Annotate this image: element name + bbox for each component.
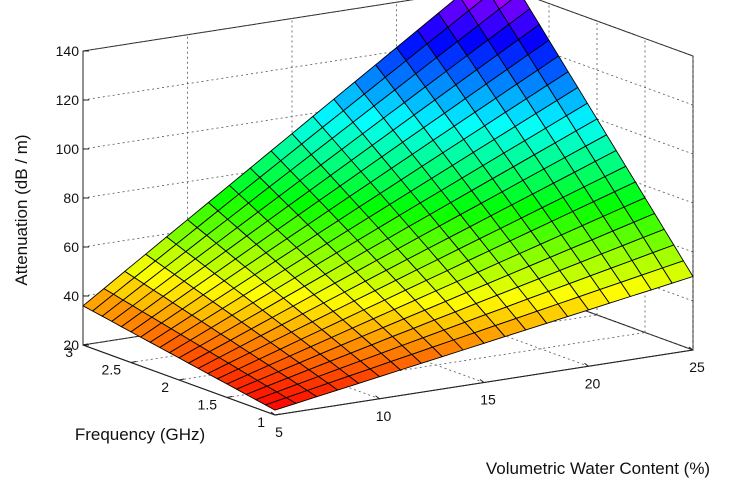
x-tick-mark (270, 411, 276, 416)
x-tick-label: 20 (585, 375, 601, 391)
z-tick-label: 60 (63, 239, 79, 255)
surface-patch (264, 397, 297, 411)
z-axis-label: Attenuation (dB / m) (12, 134, 31, 285)
z-tick-label: 120 (56, 92, 80, 108)
tick-labels: 20 40 60 80 100 120 140 5 10 15 20 25 1 1.5 2 2.5 3 (56, 43, 705, 440)
x-tick-mark (584, 362, 589, 367)
x-tick-mark (375, 395, 380, 400)
y-tick-mark (226, 396, 233, 398)
y-tick-label: 2 (161, 379, 169, 395)
x-tick-mark (479, 379, 485, 383)
y-tick-label: 2.5 (102, 362, 122, 378)
z-tick-label: 100 (56, 141, 80, 157)
x-tick-label: 5 (275, 424, 283, 440)
x-tick-label: 10 (376, 408, 392, 424)
x-axis-label: Volumetric Water Content (%) (486, 459, 710, 478)
z-tick-label: 20 (63, 337, 79, 353)
y-tick-mark (82, 343, 89, 346)
gridline-z (82, 0, 414, 52)
z-tick-label: 140 (56, 43, 80, 59)
y-tick-mark (178, 378, 185, 381)
z-tick-label: 80 (63, 190, 79, 206)
y-tick-label: 3 (65, 344, 73, 360)
x-tick-label: 15 (480, 392, 496, 408)
x-tick-mark (688, 346, 694, 351)
z-tick-label: 40 (63, 288, 79, 304)
x-tick-label: 25 (689, 359, 705, 375)
y-tick-mark (130, 361, 137, 363)
y-axis-label: Frequency (GHz) (75, 425, 205, 444)
y-tick-label: 1.5 (198, 397, 218, 413)
surface-mesh (82, 0, 694, 411)
y-tick-mark (274, 413, 281, 416)
y-tick-label: 1 (257, 414, 265, 430)
